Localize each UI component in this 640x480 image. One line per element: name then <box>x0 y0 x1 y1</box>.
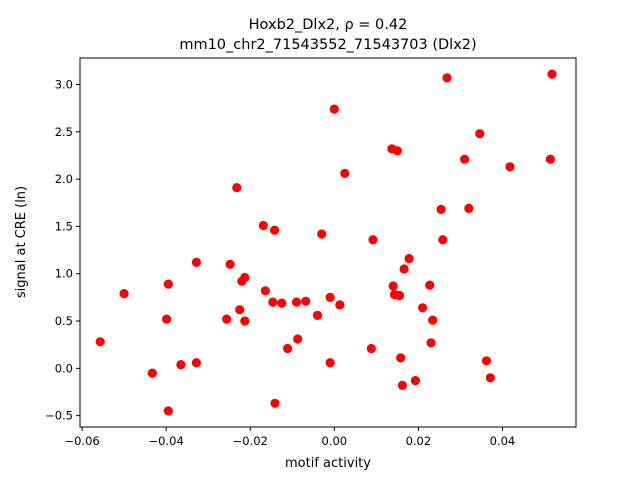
data-point <box>283 343 293 354</box>
data-point <box>418 303 428 313</box>
data-point <box>163 279 173 289</box>
data-point <box>545 154 556 164</box>
data-point <box>260 286 270 296</box>
data-point <box>119 289 129 299</box>
data-point <box>191 257 201 267</box>
data-point <box>291 297 302 307</box>
data-point <box>232 183 242 193</box>
data-point <box>505 162 515 172</box>
data-point <box>438 235 448 245</box>
data-point <box>481 356 492 366</box>
data-point <box>368 235 378 245</box>
data-point <box>475 129 485 139</box>
data-point <box>222 314 232 324</box>
data-point <box>163 406 173 416</box>
data-point <box>147 368 157 378</box>
plot-frame <box>79 57 577 428</box>
data-point <box>428 315 438 325</box>
data-point <box>335 300 345 310</box>
x-axis: −0.06 −0.04 −0.02 0.00 0.02 0.04 <box>64 427 515 448</box>
data-point <box>225 259 235 269</box>
data-point <box>485 373 495 383</box>
data-point <box>329 104 339 114</box>
y-tick-label: 1.5 <box>55 219 73 233</box>
data-point <box>464 203 474 213</box>
data-point <box>399 264 409 274</box>
data-point <box>442 73 452 83</box>
x-tick-label: 0.04 <box>490 434 516 448</box>
data-point <box>404 254 414 264</box>
x-tick-label: −0.06 <box>64 434 99 448</box>
data-point <box>340 168 350 178</box>
data-point <box>235 305 245 315</box>
data-point <box>436 204 446 214</box>
data-point <box>268 297 278 307</box>
data-point <box>293 334 303 344</box>
data-point <box>394 290 405 301</box>
data-point <box>270 225 280 235</box>
data-point <box>325 292 335 302</box>
data-point <box>547 69 557 79</box>
points-layer <box>95 69 557 416</box>
data-point <box>397 380 407 390</box>
data-point <box>392 146 402 156</box>
data-point <box>388 281 398 291</box>
data-point <box>162 314 172 324</box>
data-point <box>425 280 435 290</box>
y-tick-label: −0.5 <box>45 409 73 423</box>
x-tick-label: −0.04 <box>149 434 184 448</box>
data-point <box>396 353 406 363</box>
y-axis-label: signal at CRE (ln) <box>14 186 29 298</box>
chart-title-line1: Hoxb2_Dlx2, ρ = 0.42 <box>249 17 408 33</box>
data-point <box>460 154 470 164</box>
data-point <box>410 376 420 386</box>
data-point <box>240 316 250 326</box>
y-tick-label: 3.0 <box>55 77 73 91</box>
y-tick-label: 0.0 <box>55 361 73 375</box>
data-point <box>325 358 335 368</box>
x-axis-label: motif activity <box>285 456 371 471</box>
data-point <box>191 358 201 368</box>
chart-title-line2: mm10_chr2_71543552_71543703 (Dlx2) <box>179 37 476 53</box>
data-point <box>317 229 327 239</box>
data-point <box>95 337 105 347</box>
y-tick-label: 2.5 <box>55 125 73 139</box>
y-tick-label: 2.0 <box>55 172 73 186</box>
data-point <box>277 298 287 308</box>
x-tick-label: 0.02 <box>406 434 432 448</box>
data-point <box>426 338 436 348</box>
data-point <box>312 310 323 320</box>
data-point <box>240 272 250 283</box>
y-axis: −0.5 0.0 0.5 1.0 1.5 2.0 2.5 3.0 <box>45 77 80 423</box>
data-point <box>176 360 186 370</box>
x-tick-label: −0.02 <box>233 434 268 448</box>
data-point <box>366 343 376 354</box>
data-point <box>258 220 268 231</box>
y-tick-label: 1.0 <box>55 267 73 281</box>
data-point <box>270 398 280 408</box>
data-point <box>301 296 311 306</box>
x-tick-label: 0.00 <box>322 434 348 448</box>
y-tick-label: 0.5 <box>55 314 73 328</box>
